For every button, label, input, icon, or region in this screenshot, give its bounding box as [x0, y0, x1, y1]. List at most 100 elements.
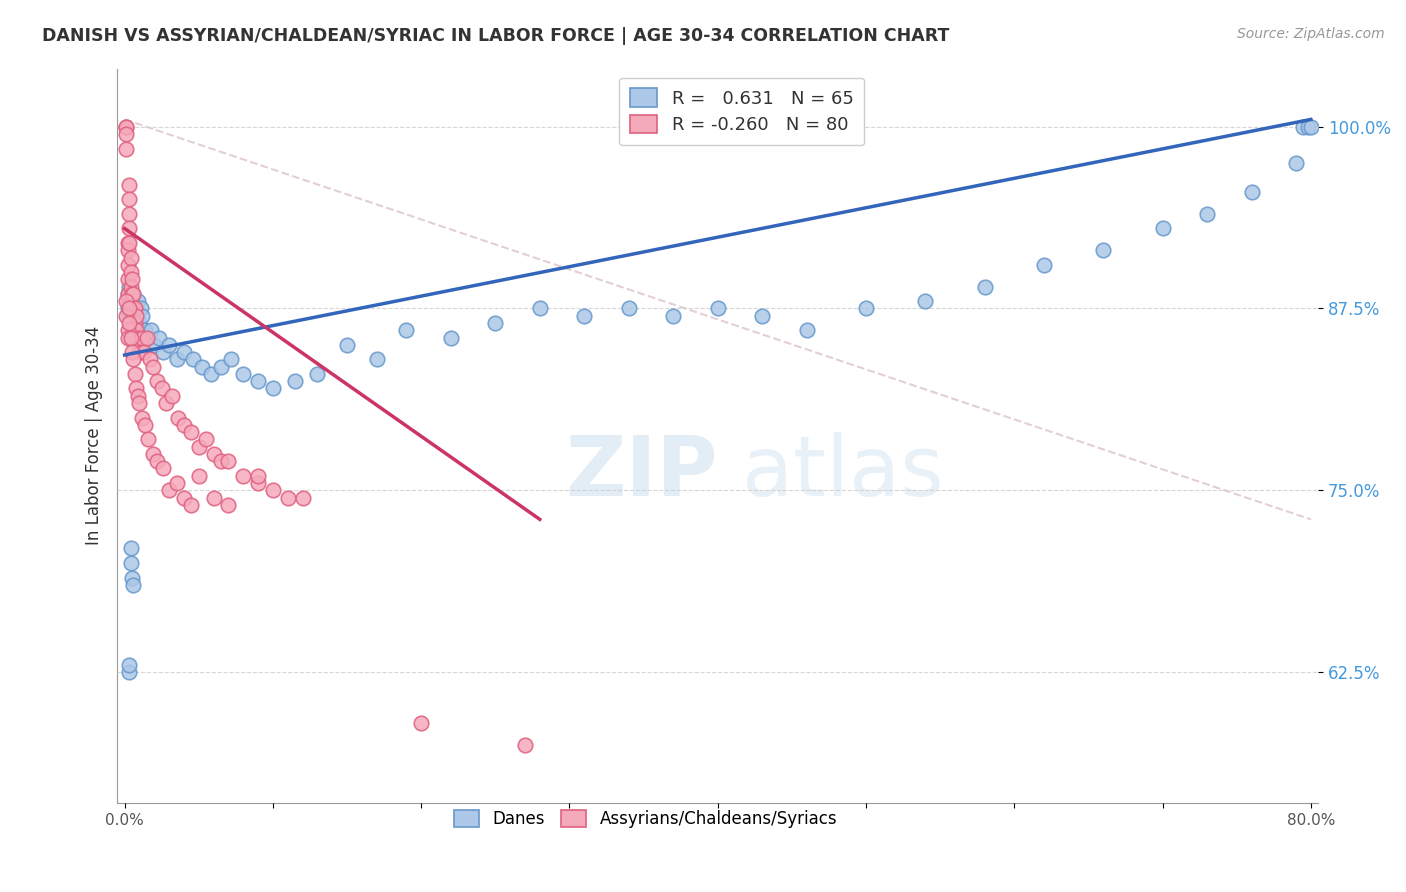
Y-axis label: In Labor Force | Age 30-34: In Labor Force | Age 30-34	[86, 326, 103, 545]
Point	[131, 330, 153, 344]
Point	[202, 491, 225, 505]
Point	[117, 287, 139, 301]
Point	[181, 352, 204, 367]
Point	[277, 491, 299, 505]
Point	[124, 367, 146, 381]
Point	[155, 396, 177, 410]
Point	[118, 279, 141, 293]
Point	[195, 433, 218, 447]
Point	[173, 345, 195, 359]
Point	[118, 316, 141, 330]
Point	[124, 316, 146, 330]
Point	[125, 309, 148, 323]
Point	[221, 352, 243, 367]
Point	[128, 396, 150, 410]
Point	[284, 374, 307, 388]
Point	[135, 330, 157, 344]
Point	[148, 330, 170, 344]
Point	[121, 570, 143, 584]
Point	[262, 483, 284, 498]
Point	[146, 374, 169, 388]
Point	[122, 578, 145, 592]
Point	[120, 265, 142, 279]
Point	[855, 301, 877, 316]
Point	[484, 316, 506, 330]
Point	[127, 389, 149, 403]
Point	[120, 301, 142, 316]
Point	[973, 279, 995, 293]
Point	[128, 316, 150, 330]
Point	[125, 309, 148, 323]
Point	[157, 483, 180, 498]
Point	[150, 382, 173, 396]
Point	[1092, 244, 1115, 258]
Point	[247, 374, 270, 388]
Point	[120, 316, 142, 330]
Point	[1292, 120, 1315, 134]
Point	[134, 417, 156, 432]
Point	[120, 541, 142, 556]
Point	[166, 475, 188, 490]
Point	[124, 301, 146, 316]
Point	[187, 468, 209, 483]
Point	[118, 221, 141, 235]
Point	[142, 447, 165, 461]
Point	[136, 330, 159, 344]
Point	[121, 309, 143, 323]
Point	[513, 738, 536, 752]
Point	[366, 352, 388, 367]
Point	[117, 235, 139, 250]
Point	[247, 468, 270, 483]
Text: Source: ZipAtlas.com: Source: ZipAtlas.com	[1237, 27, 1385, 41]
Point	[115, 120, 138, 134]
Point	[117, 258, 139, 272]
Point	[160, 389, 183, 403]
Point	[129, 345, 152, 359]
Point	[118, 309, 141, 323]
Point	[209, 454, 232, 468]
Point	[120, 251, 142, 265]
Point	[121, 287, 143, 301]
Text: atlas: atlas	[742, 432, 943, 513]
Point	[529, 301, 551, 316]
Point	[134, 323, 156, 337]
Point	[121, 294, 143, 309]
Point	[217, 454, 239, 468]
Point	[117, 301, 139, 316]
Point	[120, 556, 142, 570]
Point	[124, 301, 146, 316]
Point	[139, 352, 162, 367]
Point	[617, 301, 640, 316]
Point	[127, 330, 149, 344]
Point	[706, 301, 728, 316]
Point	[796, 323, 818, 337]
Point	[1197, 207, 1219, 221]
Point	[209, 359, 232, 374]
Point	[1033, 258, 1056, 272]
Point	[173, 417, 195, 432]
Point	[118, 294, 141, 309]
Point	[914, 294, 936, 309]
Point	[118, 301, 141, 316]
Point	[180, 425, 202, 439]
Point	[167, 410, 190, 425]
Point	[440, 330, 463, 344]
Point	[122, 301, 145, 316]
Point	[173, 491, 195, 505]
Point	[152, 345, 174, 359]
Point	[117, 272, 139, 286]
Point	[662, 309, 685, 323]
Point	[120, 279, 142, 293]
Point	[146, 454, 169, 468]
Point	[122, 287, 145, 301]
Point	[118, 207, 141, 221]
Point	[166, 352, 188, 367]
Point	[307, 367, 329, 381]
Point	[117, 244, 139, 258]
Point	[118, 235, 141, 250]
Point	[117, 287, 139, 301]
Point	[115, 309, 138, 323]
Point	[200, 367, 222, 381]
Point	[180, 498, 202, 512]
Point	[574, 309, 596, 323]
